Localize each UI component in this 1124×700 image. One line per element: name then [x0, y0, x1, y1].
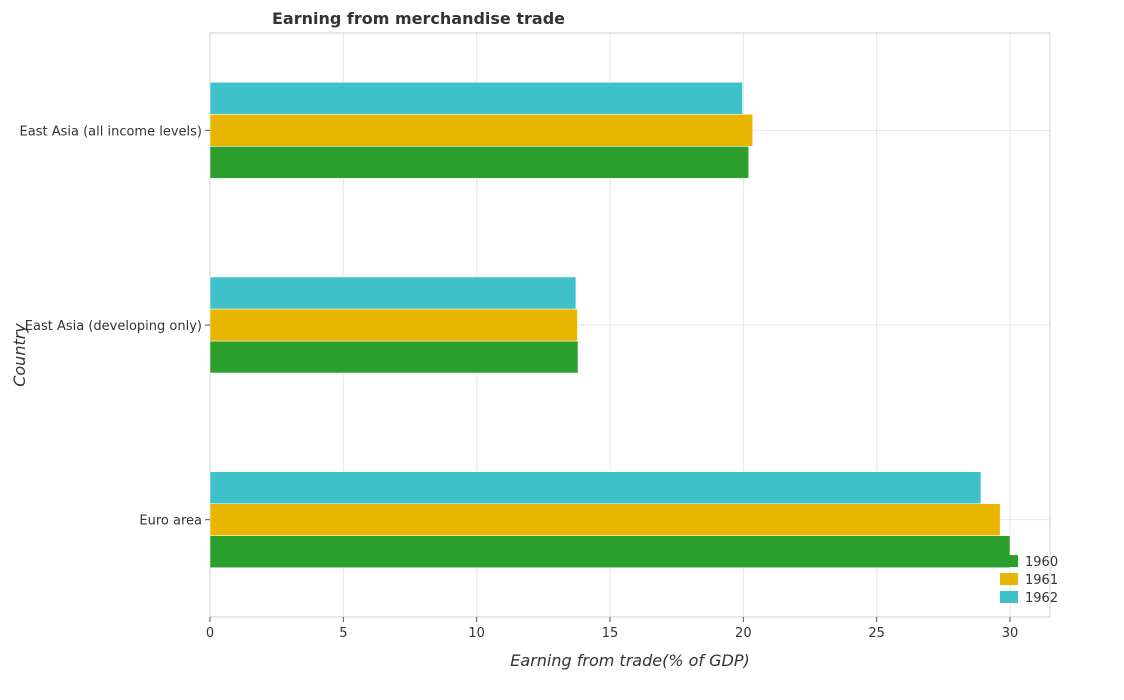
x-axis-title: Earning from trade(% of GDP) [510, 651, 749, 670]
bar-1961-2 [209, 308, 578, 342]
bar-1960-1 [209, 146, 749, 179]
x-tick-label: 0 [206, 626, 214, 641]
x-tick-label: 5 [339, 626, 347, 641]
legend-label-1960: 1960 [1025, 555, 1058, 570]
x-tick-label: 10 [468, 626, 485, 641]
legend: 1960 1961 1962 [1000, 555, 1058, 606]
bars [209, 82, 1011, 568]
legend-swatch-1960 [1000, 555, 1018, 567]
x-tick-label: 20 [735, 626, 752, 641]
legend-swatch-1962 [1000, 591, 1018, 603]
x-tick-label: 15 [602, 626, 619, 641]
x-tick-label: 30 [1002, 626, 1019, 641]
category-label: Euro area [139, 514, 202, 529]
category-label: East Asia (all income levels) [20, 124, 202, 139]
x-tick-label: 25 [868, 626, 885, 641]
bar-1962-1 [209, 82, 743, 115]
legend-label-1961: 1961 [1025, 573, 1058, 588]
legend-label-1962: 1962 [1025, 591, 1058, 606]
bar-1961-1 [209, 114, 753, 147]
bar-1960-3 [209, 535, 1011, 568]
legend-swatch-1961 [1000, 573, 1018, 585]
bar-1962-2 [209, 276, 577, 310]
category-label: East Asia (developing only) [25, 319, 202, 334]
ticks: 0 5 10 15 20 25 30 East Asia (all income levels… [20, 124, 1019, 641]
bar-1962-3 [209, 471, 982, 504]
bar-1960-2 [209, 340, 579, 374]
bar-1961-3 [209, 503, 1001, 536]
y-axis-title: Country [10, 323, 29, 387]
chart-title: Earning from merchandise trade [272, 9, 565, 28]
